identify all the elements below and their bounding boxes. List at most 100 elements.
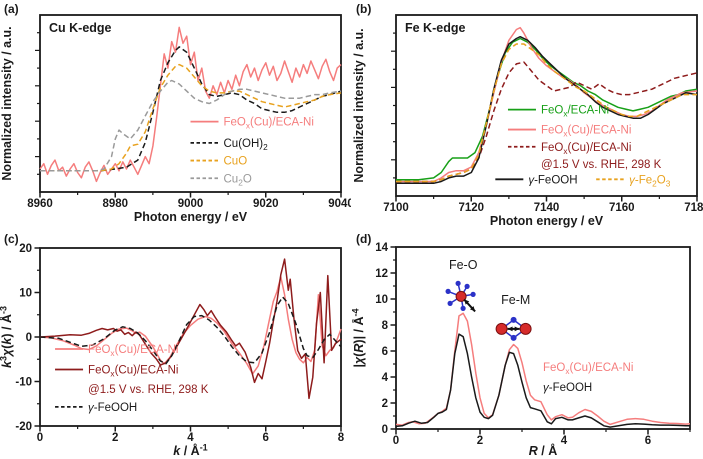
oxygen-atom: [464, 283, 470, 289]
exafs-k-space-chart: 0 2 4 6 8 -20 -10 0 10 20 k / Å-1 k3χ(k) / Å-3 FeOx(…: [0, 243, 345, 459]
fe-k-edge-xanes-chart: 7100 7120 7140 7160 7180 Photon energy / eV No…: [352, 14, 703, 228]
series-feox-cu-eca-ni: [39, 276, 342, 375]
panel-title: Fe K-edge: [405, 21, 465, 35]
legend-label: γ-FeOOH: [528, 174, 577, 186]
y-tick-label: 8: [382, 320, 389, 332]
legend-label: @1.5 V vs. RHE, 298 K: [541, 159, 662, 171]
series--feooh: [395, 333, 690, 428]
x-axis: 0 2 4 6: [393, 429, 691, 447]
y-tick-label: -20: [15, 421, 32, 433]
x-tick-label: 9000: [178, 198, 204, 210]
x-axis-label: R / Å: [529, 443, 557, 458]
y-tick-label: 12: [375, 268, 388, 280]
legend: FeOx(Cu)/ECA-Ni γ-FeOOH: [543, 362, 633, 394]
x-axis-label: Photon energy / eV: [490, 214, 604, 228]
x-axis: 0 2 4 6 8: [37, 426, 345, 444]
oxygen-atom: [470, 291, 476, 297]
y-axis: 0 2 4 6 8 10 12 14: [375, 242, 396, 436]
x-tick-label: 9020: [253, 198, 279, 210]
oxygen-atom: [510, 334, 517, 341]
panel-c: (c) 0 2 4 6 8 -20 -10 0 10 20 k / Å-1 k3χ(k) / Å-3 F…: [0, 230, 351, 459]
panel-a-label: (a): [4, 2, 19, 16]
legend-label: FeOx(Cu)/ECA-Ni: [541, 142, 631, 156]
legend-label: @1.5 V vs. RHE, 298 K: [88, 384, 209, 396]
x-tick-label: 2: [477, 435, 483, 447]
legend-label: Cu(OH)2: [224, 138, 269, 152]
panel-c-label: (c): [4, 232, 19, 246]
x-tick-label: 2: [112, 432, 118, 444]
series-feox-cu-eca-ni: [39, 26, 342, 183]
y-tick-label: -10: [15, 377, 32, 389]
octahedron-icon: [445, 280, 476, 313]
dimer-icon: [495, 316, 532, 341]
y-axis-label: k3χ(k) / Å-3: [0, 306, 14, 368]
y-tick-label: 14: [375, 242, 388, 254]
x-tick-label: 8960: [27, 198, 53, 210]
x-axis: 7100 7120 7140 7160 7180: [383, 196, 703, 214]
y-tick-label: 20: [19, 243, 32, 255]
x-tick-label: 4: [561, 435, 568, 447]
x-axis-label: k / Å-1: [173, 443, 207, 459]
y-axis-label: Normalized intensity / a.u.: [0, 26, 14, 180]
legend-label: γ-FeOOH: [543, 382, 592, 394]
series--feooh: [396, 35, 698, 185]
arrow-head: [464, 299, 470, 305]
legend-label: FeOx(Cu)/ECA-Ni: [224, 117, 314, 131]
x-tick-label: 7140: [534, 202, 560, 214]
arrow-head: [507, 326, 513, 332]
x-tick-label: 8: [338, 432, 345, 444]
series-feox-cu-eca-ni-1-5-v-vs-rhe-298-k: [39, 258, 342, 400]
exafs-r-space-chart: 0 2 4 6 0 2 4 6 8 10 12 14 R / Å |χ(R)| / Å-4 FeOx(Cu)…: [352, 242, 691, 458]
iron-atom: [455, 290, 467, 302]
x-tick-label: 8980: [102, 198, 128, 210]
plot-frame: [39, 14, 342, 193]
panel-a: (a) 8960 8980 9000 9020 9040 Photon energy / …: [0, 0, 351, 230]
panel-d: (d) 0 2 4 6 0 2 4 6 8 10 12 14 R / Å |χ(R)| / Å-4 FeOx…: [352, 230, 703, 459]
x-tick-label: 7100: [383, 202, 409, 214]
legend-label: FeOx(Cu)/ECA-Ni: [88, 344, 178, 358]
panel-d-label: (d): [356, 232, 372, 246]
panel-b: (b) 7100 7120 7140 7160 7180 Photon energy / …: [352, 0, 703, 230]
y-axis: [391, 32, 396, 179]
series-feox-cu-eca-ni: [395, 312, 691, 426]
plot-frame: [395, 246, 691, 430]
series-feox-cu-eca-ni-1-5-v-vs-rhe-298-k: [396, 61, 698, 183]
x-tick-label: 7120: [458, 202, 484, 214]
legend: FeOx(Cu)/ECA-Ni FeOx(Cu)/ECA-Ni @1.5 V vs.…: [55, 344, 209, 414]
legend-label: Cu2O: [224, 173, 252, 187]
y-axis: -20 -10 0 10 20: [15, 243, 40, 433]
x-tick-label: 6: [645, 435, 651, 447]
y-tick-label: 0: [382, 424, 388, 436]
y-tick-label: 0: [26, 332, 32, 344]
arrow-head: [514, 326, 520, 332]
legend: FeOx(Cu)/ECA-Ni Cu(OH)2 CuO Cu2O: [190, 117, 314, 187]
panel-b-label: (b): [356, 2, 372, 16]
oxygen-atom: [460, 305, 466, 311]
legend-label: FeOx/ECA-Ni: [541, 105, 609, 119]
x-axis-label: Photon energy / eV: [134, 210, 248, 224]
y-axis-label: |χ(R)| / Å-4: [352, 308, 366, 367]
oxygen-atom: [510, 316, 517, 323]
oxygen-atom: [445, 288, 451, 294]
series-cu-oh-2: [40, 46, 342, 172]
legend-label: FeOx(Cu)/ECA-Ni: [541, 125, 631, 139]
x-axis: 8960 8980 9000 9020 9040: [27, 192, 351, 210]
y-axis: [35, 32, 40, 175]
x-tick-label: 4: [187, 432, 194, 444]
y-tick-label: 6: [382, 346, 388, 358]
legend-label: FeOx(Cu)/ECA-Ni: [543, 362, 633, 376]
x-tick-label: 9040: [328, 198, 351, 210]
legend-label: CuO: [224, 156, 248, 168]
series-cuo: [40, 63, 342, 172]
x-tick-label: 7160: [609, 202, 635, 214]
y-tick-label: 4: [382, 372, 389, 384]
legend: FeOx/ECA-Ni FeOx(Cu)/ECA-Ni FeOx(Cu)/ECA-N…: [495, 105, 671, 188]
legend-label: FeOx(Cu)/ECA-Ni: [88, 364, 178, 378]
cu-k-edge-xanes-chart: 8960 8980 9000 9020 9040 Photon energy / eV No…: [0, 14, 351, 224]
metal-atom: [519, 322, 532, 335]
x-tick-label: 0: [37, 432, 43, 444]
legend-label: γ-Fe2O3: [629, 174, 671, 188]
legend-label: γ-FeOOH: [88, 402, 137, 414]
y-tick-label: 10: [19, 288, 32, 300]
